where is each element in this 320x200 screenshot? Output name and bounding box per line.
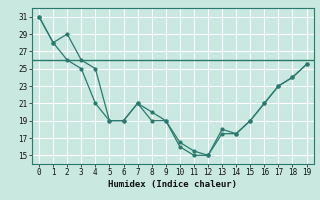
X-axis label: Humidex (Indice chaleur): Humidex (Indice chaleur) — [108, 180, 237, 189]
